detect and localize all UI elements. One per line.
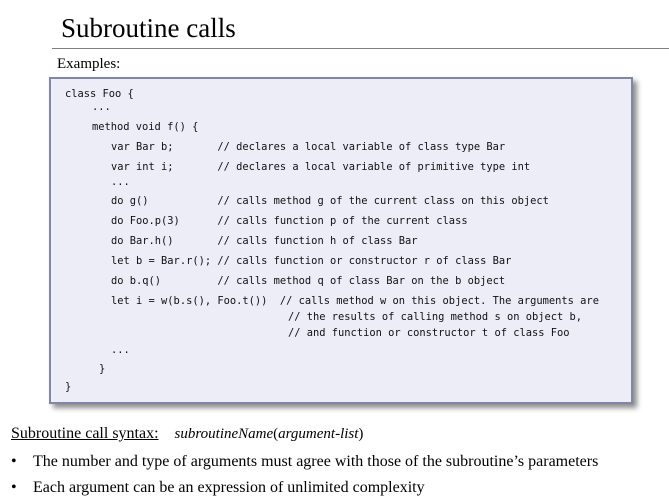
code-line-var-bar: var Bar b; // declares a local variable … — [111, 141, 506, 153]
syntax-open-paren: ( — [273, 426, 279, 442]
syntax-form: subroutineName(argument-list) — [175, 426, 364, 442]
bullet-item: • The number and type of arguments must a… — [11, 452, 598, 472]
code-line-ellipsis: ... — [92, 101, 111, 113]
examples-label: Examples: — [57, 56, 121, 72]
code-line-var-int: var int i; // declares a local variable … — [111, 161, 531, 173]
syntax-argument-list: argument-list — [278, 426, 359, 442]
code-line-do-bar-h: do Bar.h() // calls function h of class … — [111, 235, 418, 247]
bullet-item: • Each argument can be an expression of u… — [11, 478, 425, 498]
code-line-ellipsis: ... — [111, 344, 130, 356]
code-line-do-foo-p: do Foo.p(3) // calls function p of the c… — [111, 215, 468, 227]
bullet-icon: • — [11, 453, 17, 470]
code-line-class-decl: class Foo { — [65, 88, 134, 100]
bullet-text: Each argument can be an expression of un… — [33, 479, 425, 496]
title-divider — [52, 48, 669, 49]
code-line-do-g: do g() // calls method g of the current … — [111, 195, 549, 207]
syntax-subroutine-name: subroutineName — [174, 426, 274, 442]
code-line-comment-cont-2: // and function or constructor t of clas… — [288, 327, 570, 339]
code-line-let-i: let i = w(b.s(), Foo.t()) // calls metho… — [111, 295, 599, 307]
slide-title: Subroutine calls — [61, 13, 236, 43]
code-example-box: class Foo { ... method void f() { var Ba… — [49, 77, 633, 404]
code-line-comment-cont-1: // the results of calling method s on ob… — [288, 311, 583, 323]
code-line-ellipsis: ... — [111, 176, 130, 188]
syntax-row: Subroutine call syntax: subroutineName(ar… — [11, 424, 363, 444]
bullet-text: The number and type of arguments must ag… — [33, 453, 599, 470]
syntax-label: Subroutine call syntax: — [11, 425, 159, 442]
code-line-method-decl: method void f() { — [92, 121, 199, 133]
code-line-do-b-q: do b.q() // calls method q of class Bar … — [111, 275, 506, 287]
code-line-method-close: } — [99, 363, 106, 375]
bullet-icon: • — [11, 479, 17, 496]
syntax-close-paren: ) — [358, 426, 364, 442]
code-line-let-b: let b = Bar.r(); // calls function or co… — [111, 255, 512, 267]
code-line-class-close: } — [65, 381, 72, 393]
